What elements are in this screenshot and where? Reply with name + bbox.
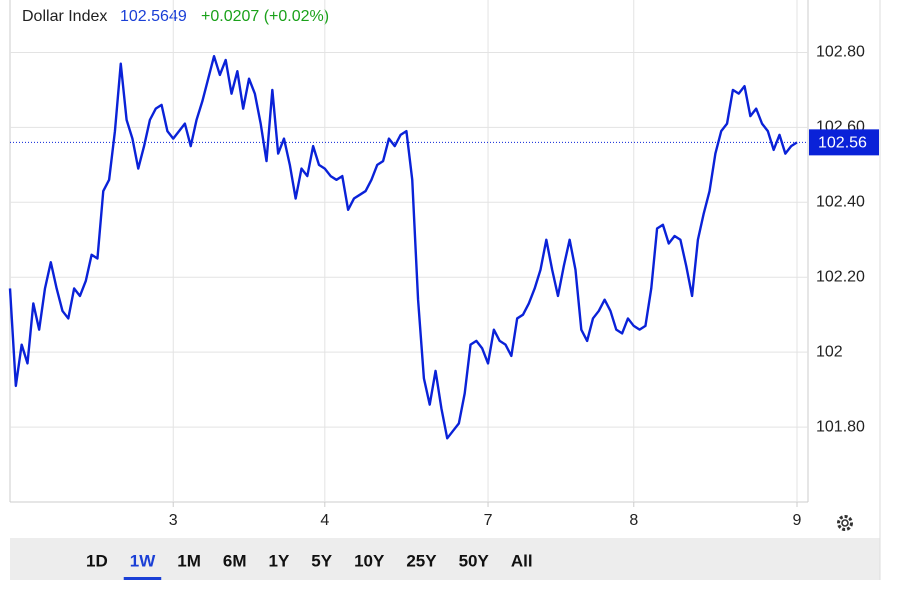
x-tick-label: 8	[629, 512, 638, 529]
x-tick-label: 9	[793, 512, 802, 529]
range-bar	[10, 538, 880, 580]
range-button-label: 1W	[130, 551, 156, 570]
range-button[interactable]: 1D	[86, 551, 108, 570]
index-name: Dollar Index	[22, 8, 107, 25]
range-button-label: 1Y	[268, 551, 289, 570]
price-line	[8, 54, 798, 440]
last-price-box	[809, 129, 879, 156]
range-button[interactable]: 6M	[223, 551, 247, 570]
range-button-label: 25Y	[406, 551, 437, 570]
range-button[interactable]: 1W	[123, 551, 162, 580]
x-tick-label: 7	[484, 512, 493, 529]
index-price: 102.5649	[120, 8, 187, 25]
x-tick-label: 4	[320, 512, 329, 529]
index-change: +0.0207 (+0.02%)	[201, 8, 329, 25]
settings-icon[interactable]	[837, 515, 853, 531]
range-button-label: 1M	[177, 551, 201, 570]
range-button-label: 10Y	[354, 551, 385, 570]
range-button[interactable]: All	[511, 551, 533, 570]
range-button-label: 1D	[86, 551, 108, 570]
range-button-label: 5Y	[311, 551, 332, 570]
y-tick-label: 102.80	[816, 44, 865, 61]
range-button[interactable]: 5Y	[311, 551, 332, 570]
range-button-label: All	[511, 551, 533, 570]
range-button-label: 6M	[223, 551, 247, 570]
y-tick-label: 102.40	[816, 194, 865, 211]
range-button-label: 50Y	[459, 551, 490, 570]
range-button[interactable]: 1Y	[268, 551, 289, 570]
range-button[interactable]: 1M	[177, 551, 201, 570]
y-tick-label: 101.80	[816, 418, 865, 435]
range-button[interactable]: 25Y	[406, 551, 437, 570]
x-tick-label: 3	[169, 512, 178, 529]
y-tick-label: 102	[816, 343, 843, 360]
y-tick-label: 102.20	[816, 268, 865, 285]
range-button[interactable]: 10Y	[354, 551, 385, 570]
selected-underline	[123, 577, 162, 580]
last-price-label: 102.56	[818, 135, 867, 152]
range-button[interactable]: 50Y	[459, 551, 490, 570]
